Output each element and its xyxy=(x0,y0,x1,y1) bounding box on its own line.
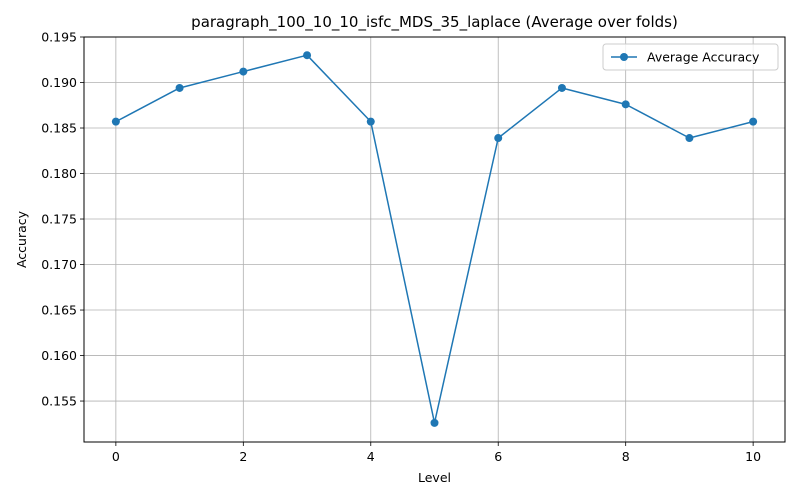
y-tick-label: 0.190 xyxy=(41,75,77,90)
data-point xyxy=(111,117,120,126)
legend-label: Average Accuracy xyxy=(647,50,760,65)
y-tick-label: 0.195 xyxy=(41,30,77,45)
data-point xyxy=(621,100,630,109)
data-point xyxy=(366,117,375,126)
y-tick-label: 0.185 xyxy=(41,121,77,136)
x-axis-title: Level xyxy=(418,470,451,485)
x-tick-label: 0 xyxy=(112,449,120,464)
grid xyxy=(84,36,785,442)
x-tick-label: 4 xyxy=(367,449,375,464)
y-tick-label: 0.175 xyxy=(41,212,77,227)
plot-frame xyxy=(83,36,786,443)
y-tick-label: 0.180 xyxy=(41,166,77,181)
legend-box xyxy=(602,43,779,71)
x-tick-label: 6 xyxy=(494,449,502,464)
y-tick-label: 0.165 xyxy=(41,303,77,318)
data-point xyxy=(557,83,566,92)
x-tick-label: 2 xyxy=(239,449,247,464)
y-axis-title: Accuracy xyxy=(14,210,29,268)
y-tick-label: 0.170 xyxy=(41,257,77,272)
data-point xyxy=(175,83,184,92)
data-point xyxy=(494,134,503,143)
data-point xyxy=(303,51,312,60)
y-tick-label: 0.160 xyxy=(41,348,77,363)
series-layer xyxy=(111,51,758,427)
data-point xyxy=(685,134,694,143)
legend: Average Accuracy xyxy=(602,43,779,71)
legend-marker-swatch xyxy=(620,53,628,61)
y-tick-label: 0.155 xyxy=(41,394,77,409)
x-tick-label: 10 xyxy=(745,449,761,464)
x-tick-label: 8 xyxy=(622,449,630,464)
chart-title: paragraph_100_10_10_isfc_MDS_35_laplace … xyxy=(191,13,678,32)
data-point xyxy=(749,117,758,126)
data-point xyxy=(239,67,248,76)
data-point xyxy=(430,418,439,427)
ticks: 0 2 4 6 8 10 0.155 0.160 0.165 0.170 0.175 0.180 0.1… xyxy=(41,30,761,465)
